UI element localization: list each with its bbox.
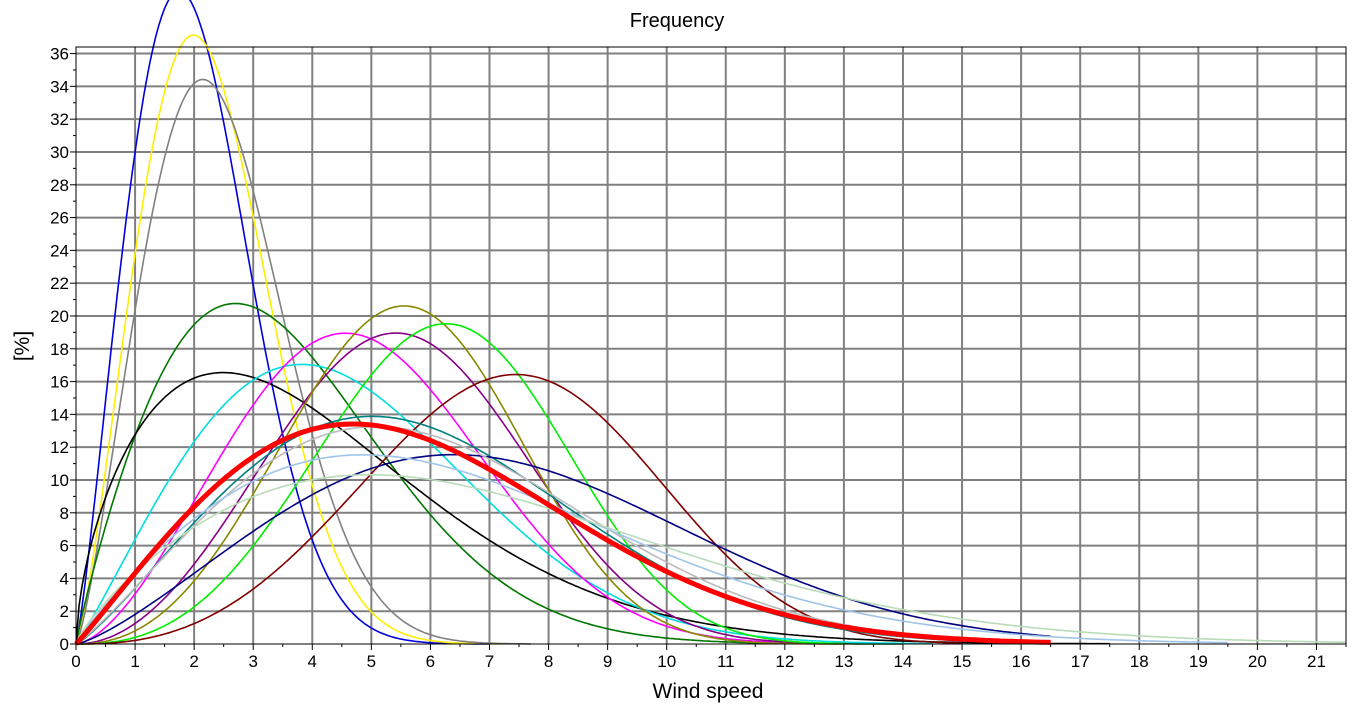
y-tick-label: 14 [50, 405, 69, 424]
x-tick-label: 5 [367, 652, 376, 671]
x-tick-label: 21 [1307, 652, 1326, 671]
x-tick-label: 20 [1248, 652, 1267, 671]
y-axis-label: [%] [11, 331, 34, 361]
y-tick-label: 34 [50, 77, 69, 96]
x-tick-label: 11 [717, 652, 735, 671]
y-tick-label: 12 [50, 438, 69, 457]
y-tick-label: 36 [50, 45, 69, 64]
x-tick-label: 18 [1130, 652, 1149, 671]
x-tick-label: 13 [834, 652, 853, 671]
series-line-3 [75, 78, 531, 645]
series-line-15 [75, 453, 1228, 645]
x-tick-label: 8 [544, 652, 553, 671]
x-tick-label: 2 [189, 652, 198, 671]
x-tick-label: 1 [130, 652, 139, 671]
y-tick-label: 16 [50, 373, 69, 392]
series-line-8 [75, 332, 844, 645]
x-tick-label: 16 [1012, 652, 1031, 671]
x-tick-label: 3 [248, 652, 257, 671]
x-tick-label: 0 [71, 652, 80, 671]
series-line-10 [76, 322, 844, 645]
x-axis-label: Wind speed [653, 680, 764, 703]
y-tick-label: 30 [50, 143, 69, 162]
x-tick-label: 6 [426, 652, 435, 671]
y-tick-label: 8 [60, 504, 69, 523]
series-line-2 [75, 34, 502, 645]
x-tick-label: 15 [953, 652, 972, 671]
x-tick-label: 4 [308, 652, 317, 671]
chart-title: Frequency [630, 10, 725, 32]
series-line-9 [76, 305, 844, 645]
minor-ticks [70, 53, 1347, 650]
y-tick-label: 32 [50, 110, 69, 129]
x-tick-label: 12 [775, 652, 794, 671]
y-tick-label: 20 [50, 307, 69, 326]
y-tick-label: 24 [50, 241, 69, 260]
series-line-1 [75, 0, 490, 645]
y-tick-label: 26 [50, 209, 69, 228]
x-tick-label: 7 [485, 652, 494, 671]
grid-lines [76, 47, 1346, 644]
y-tick-label: 4 [60, 569, 69, 588]
series-line-7 [75, 332, 844, 645]
x-tick-label: 19 [1189, 652, 1208, 671]
y-tick-label: 22 [50, 274, 69, 293]
series-lines [74, 0, 1347, 646]
y-tick-label: 6 [60, 537, 69, 556]
x-tick-label: 17 [1071, 652, 1090, 671]
plot-frame [75, 46, 1347, 645]
x-tick-labels: 0 1 2 3 4 5 6 7 8 9 10 11 12 13 14 15 16 17 18 19 20 21 [71, 652, 1326, 671]
y-tick-label: 2 [60, 602, 69, 621]
y-tick-label: 10 [50, 471, 69, 490]
series-line-16 [75, 473, 1347, 645]
series-line-13 [75, 453, 1051, 645]
y-tick-label: 28 [50, 176, 69, 195]
x-tick-label: 9 [603, 652, 612, 671]
x-tick-label: 10 [657, 652, 676, 671]
y-tick-label: 18 [50, 340, 69, 359]
series-line-17 [74, 421, 1051, 646]
y-tick-label: 0 [60, 635, 69, 654]
series-line-6 [75, 363, 933, 645]
x-tick-label: 14 [894, 652, 913, 671]
